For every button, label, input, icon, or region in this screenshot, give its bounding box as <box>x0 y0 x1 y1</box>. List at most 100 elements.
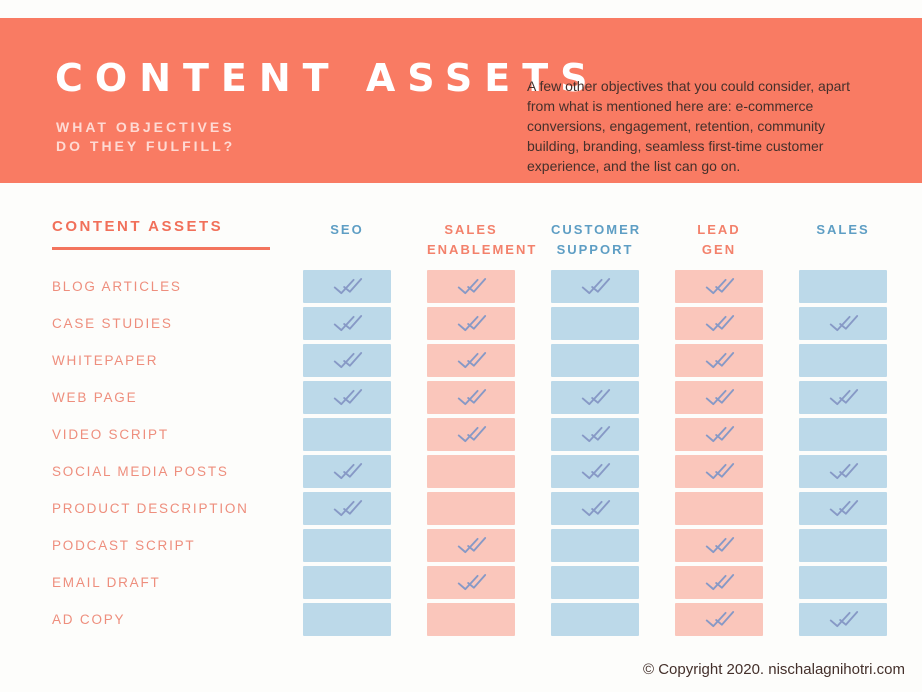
matrix-body: BLOG ARTICLES CASE STUDIES WHITEPAPER WE… <box>52 268 887 638</box>
table-row-blog-articles: BLOG ARTICLES <box>52 268 887 305</box>
section-header: CONTENT ASSETS <box>52 212 270 250</box>
check-icon <box>581 278 611 295</box>
matrix-cell <box>799 418 887 451</box>
matrix-cell <box>675 307 763 340</box>
check-icon <box>581 389 611 406</box>
matrix-cell <box>551 455 639 488</box>
matrix-cell <box>427 381 515 414</box>
column-header-customer-support: CUSTOMER SUPPORT <box>551 222 642 257</box>
matrix-cell <box>799 603 887 636</box>
check-icon <box>705 463 735 480</box>
copyright-text: © Copyright 2020. nischalagnihotri.com <box>642 661 905 678</box>
row-label: AD COPY <box>52 612 126 627</box>
matrix-cell <box>427 344 515 377</box>
check-icon <box>829 389 859 406</box>
matrix-cell <box>675 529 763 562</box>
matrix-cell <box>427 492 515 525</box>
check-icon <box>829 463 859 480</box>
matrix-cell <box>551 270 639 303</box>
matrix-cell <box>303 529 391 562</box>
row-label: PODCAST SCRIPT <box>52 538 196 553</box>
check-icon <box>705 278 735 295</box>
page-title: CONTENT ASSETS <box>55 56 600 100</box>
column-headers-row: CONTENT ASSETS SEO SALES ENABLEMENT CUSTOME… <box>52 212 887 268</box>
matrix-cell <box>303 492 391 525</box>
matrix-cell <box>551 529 639 562</box>
row-label: WHITEPAPER <box>52 353 159 368</box>
matrix-cell <box>799 455 887 488</box>
matrix-cell <box>799 492 887 525</box>
check-icon <box>829 315 859 332</box>
table-row-video-script: VIDEO SCRIPT <box>52 416 887 453</box>
table-row-podcast-script: PODCAST SCRIPT <box>52 527 887 564</box>
matrix-cell <box>551 381 639 414</box>
check-icon <box>333 389 363 406</box>
row-label: BLOG ARTICLES <box>52 279 182 294</box>
hero-banner: CONTENT ASSETS WHAT OBJECTIVES DO THEY F… <box>0 18 922 183</box>
check-icon <box>457 574 487 591</box>
page-subtitle: WHAT OBJECTIVES DO THEY FULFILL? <box>56 118 235 156</box>
section-header-label: CONTENT ASSETS <box>52 218 224 235</box>
matrix-cell <box>551 492 639 525</box>
matrix-cell <box>427 307 515 340</box>
check-icon <box>581 500 611 517</box>
matrix-cell <box>675 566 763 599</box>
matrix-cell <box>551 603 639 636</box>
matrix-cell <box>799 381 887 414</box>
check-icon <box>705 352 735 369</box>
matrix-cell <box>427 566 515 599</box>
matrix-cell <box>675 344 763 377</box>
table-row-product-description: PRODUCT DESCRIPTION <box>52 490 887 527</box>
matrix-cell <box>303 603 391 636</box>
column-header-seo: SEO <box>330 222 364 237</box>
check-icon <box>705 537 735 554</box>
matrix-cell <box>551 307 639 340</box>
matrix-cell <box>427 418 515 451</box>
row-label: EMAIL DRAFT <box>52 575 161 590</box>
table-row-email-draft: EMAIL DRAFT <box>52 564 887 601</box>
row-label: VIDEO SCRIPT <box>52 427 169 442</box>
column-header-sales-enablement: SALES ENABLEMENT <box>427 222 538 257</box>
objectives-note: A few other objectives that you could co… <box>527 78 850 174</box>
check-icon <box>705 315 735 332</box>
check-icon <box>581 426 611 443</box>
column-header-lead-gen: LEAD GEN <box>697 222 741 257</box>
table-row-whitepaper: WHITEPAPER <box>52 342 887 379</box>
check-icon <box>457 352 487 369</box>
check-icon <box>457 537 487 554</box>
matrix-cell <box>675 492 763 525</box>
page-subtitle-line2: DO THEY FULFILL? <box>56 138 236 154</box>
content-assets-matrix: CONTENT ASSETS SEO SALES ENABLEMENT CUSTOME… <box>52 212 887 638</box>
check-icon <box>457 426 487 443</box>
check-icon <box>333 500 363 517</box>
table-row-web-page: WEB PAGE <box>52 379 887 416</box>
check-icon <box>829 500 859 517</box>
matrix-cell <box>675 455 763 488</box>
matrix-cell <box>675 418 763 451</box>
check-icon <box>705 426 735 443</box>
section-header-underline <box>52 247 270 250</box>
matrix-cell <box>303 270 391 303</box>
matrix-cell <box>303 418 391 451</box>
table-row-ad-copy: AD COPY <box>52 601 887 638</box>
row-label: PRODUCT DESCRIPTION <box>52 501 249 516</box>
matrix-cell <box>303 455 391 488</box>
matrix-cell <box>427 270 515 303</box>
matrix-cell <box>799 344 887 377</box>
matrix-cell <box>303 344 391 377</box>
matrix-cell <box>427 603 515 636</box>
matrix-cell <box>799 529 887 562</box>
matrix-cell <box>551 418 639 451</box>
matrix-cell <box>303 566 391 599</box>
check-icon <box>581 463 611 480</box>
matrix-cell <box>799 566 887 599</box>
check-icon <box>705 611 735 628</box>
matrix-cell <box>551 566 639 599</box>
matrix-cell <box>675 381 763 414</box>
page-subtitle-line1: WHAT OBJECTIVES <box>56 119 235 135</box>
matrix-cell <box>427 455 515 488</box>
matrix-cell <box>427 529 515 562</box>
row-label: CASE STUDIES <box>52 316 173 331</box>
matrix-cell <box>303 307 391 340</box>
